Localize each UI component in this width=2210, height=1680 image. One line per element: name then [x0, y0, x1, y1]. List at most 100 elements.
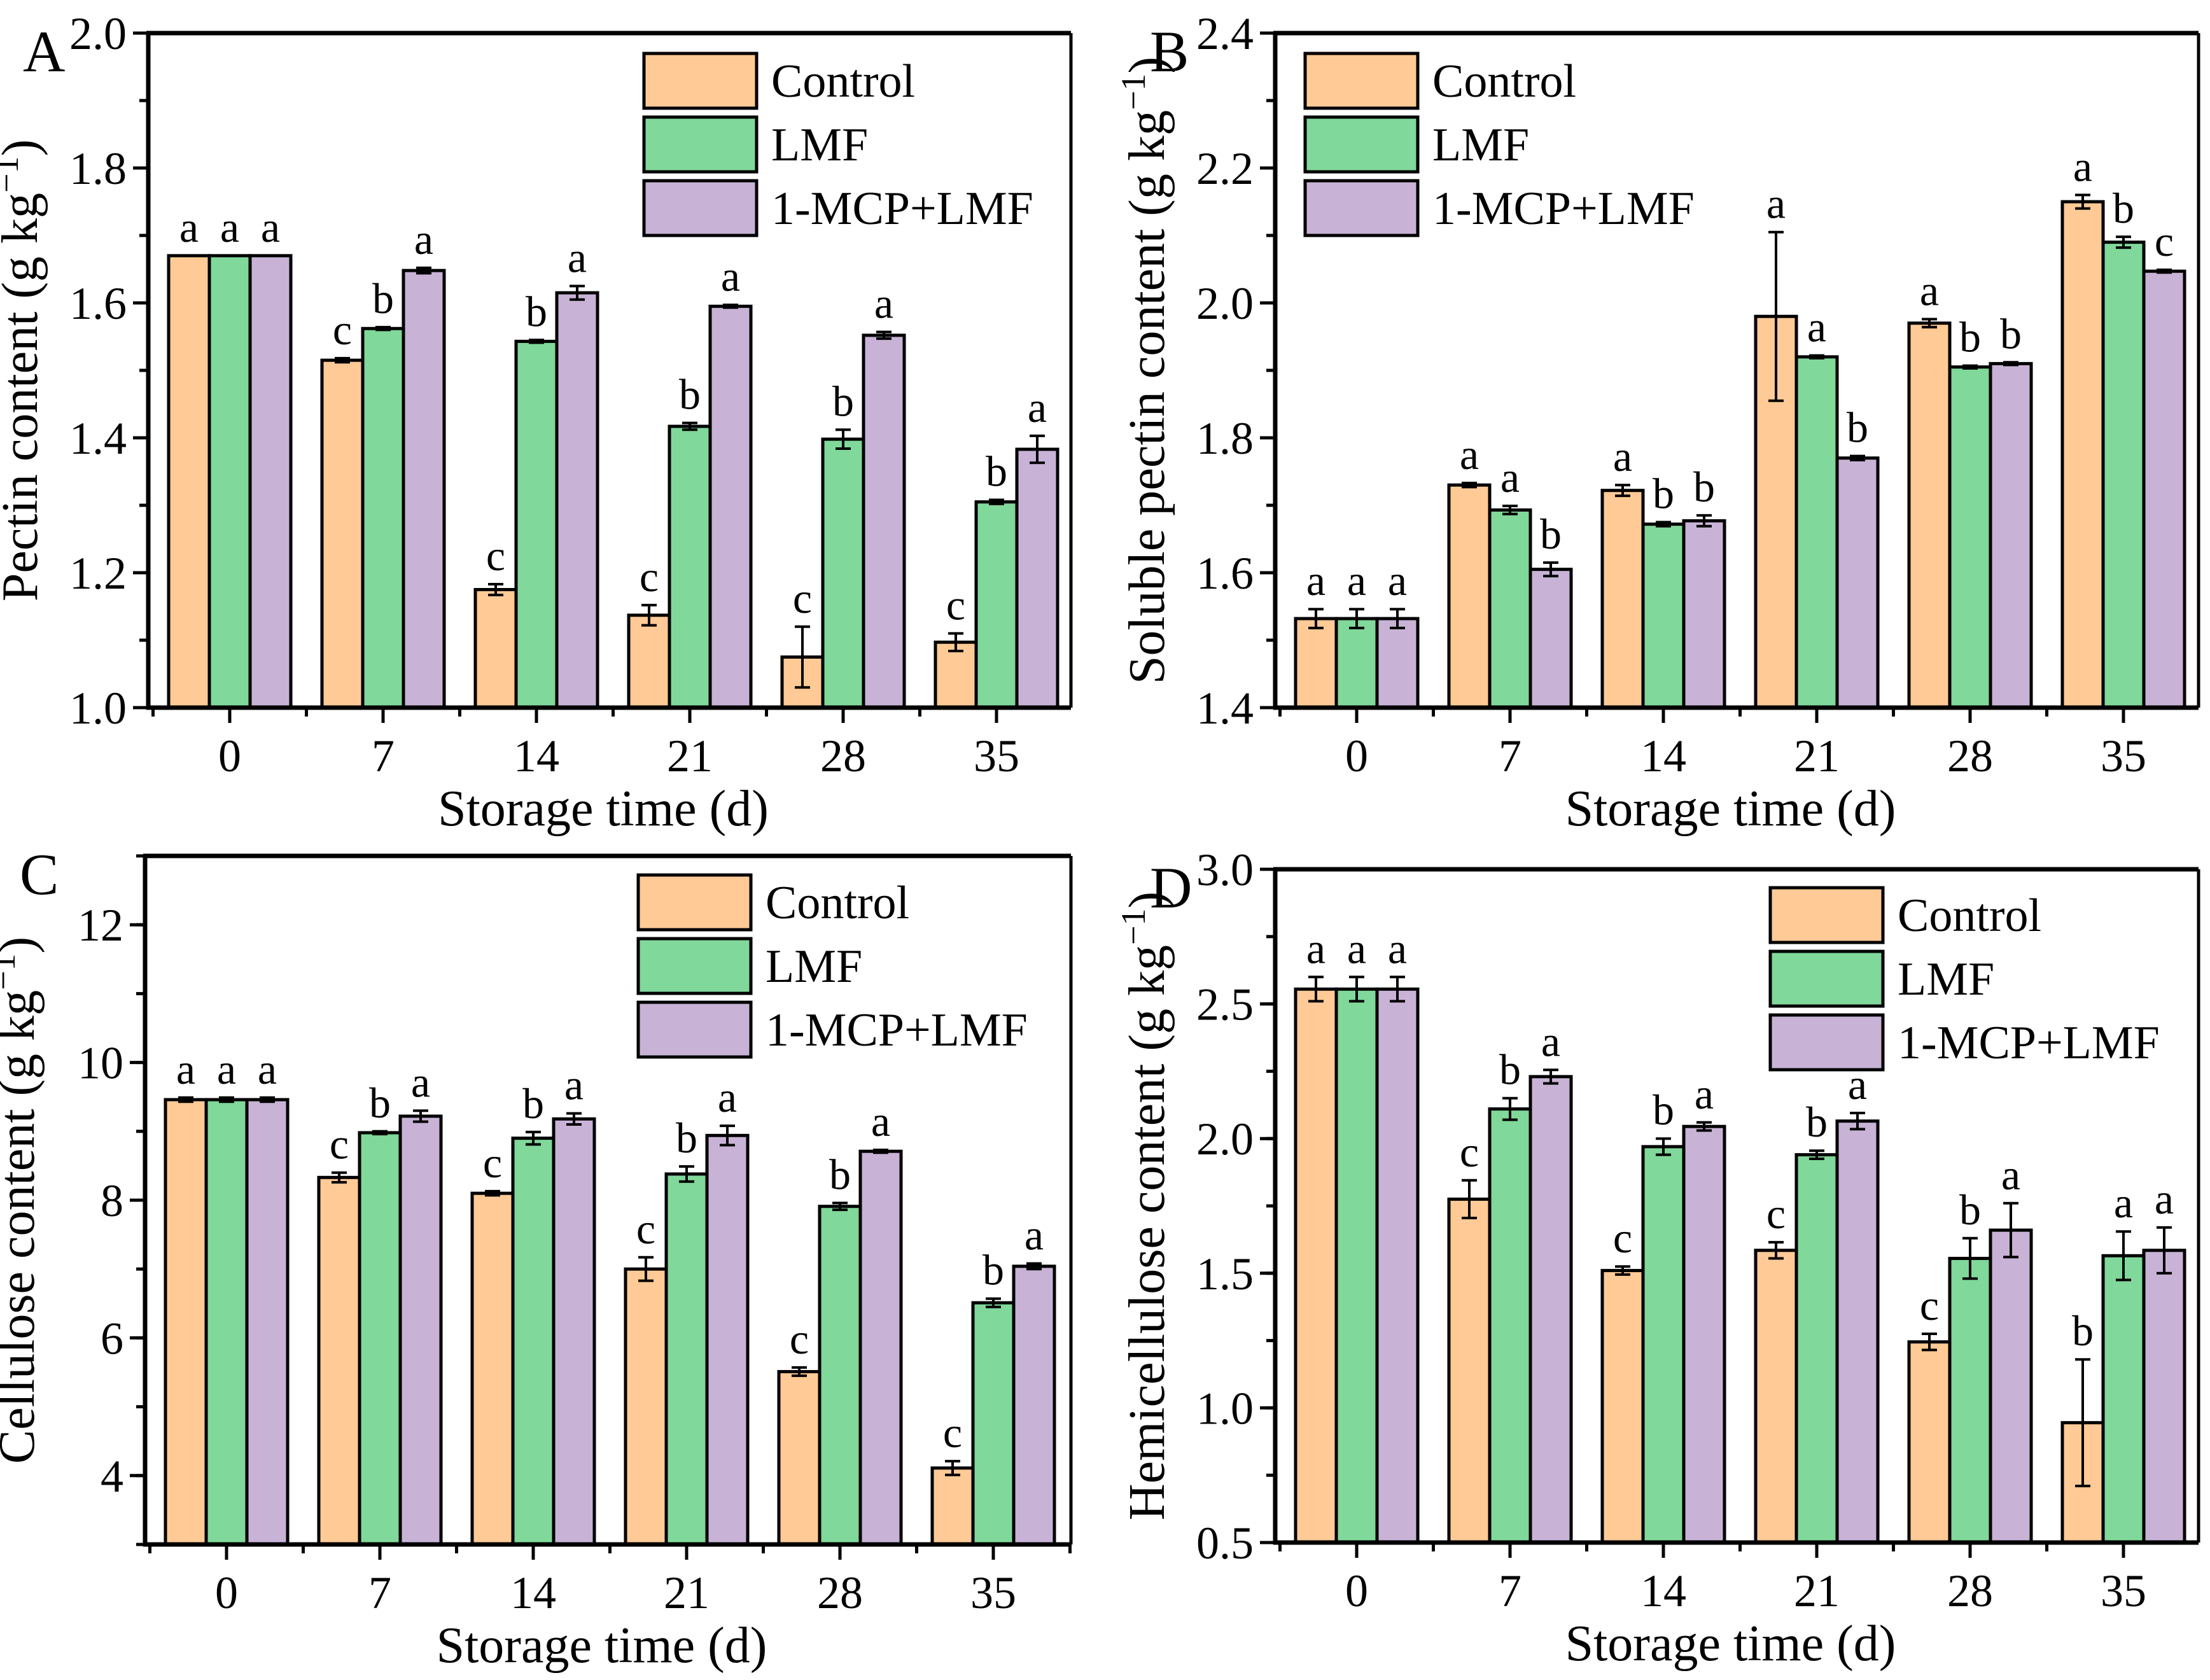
- bar: [664, 1172, 709, 1546]
- x-axis-title: Storage time (d): [437, 1618, 767, 1674]
- y-tick-label: 1.8: [69, 143, 127, 194]
- legend-swatch: [1768, 949, 1885, 1008]
- x-tick-label: 14: [1640, 1565, 1686, 1616]
- bar: [974, 500, 1019, 710]
- legend-label: LMF: [1432, 119, 1529, 171]
- bar: [1528, 1075, 1573, 1544]
- legend-label: Control: [1898, 890, 2041, 942]
- significance-letter: c: [486, 531, 505, 580]
- significance-letter: a: [1388, 556, 1407, 605]
- legend: Control LMF 1-MCP+LMF: [1768, 886, 2160, 1072]
- significance-letter: b: [1653, 470, 1674, 518]
- legend-label: LMF: [771, 119, 868, 171]
- significance-letter: b: [1540, 510, 1562, 558]
- significance-letter: c: [483, 1138, 502, 1187]
- panel-letter: C: [20, 842, 59, 907]
- significance-letter: a: [179, 203, 199, 251]
- significance-letter: b: [2000, 309, 2022, 358]
- bar: [164, 1098, 208, 1546]
- bar: [1641, 522, 1686, 710]
- significance-letter: c: [790, 1315, 809, 1363]
- legend: Control LMF 1-MCP+LMF: [642, 52, 1033, 237]
- y-tick-label: 1.6: [69, 278, 127, 329]
- bar: [317, 1175, 361, 1546]
- x-tick-label: 0: [215, 1567, 238, 1618]
- y-tick-label: 1.0: [1196, 1383, 1254, 1434]
- bar: [1835, 456, 1880, 710]
- significance-letter: b: [1806, 1098, 1828, 1146]
- bar: [1835, 1119, 1880, 1544]
- legend-label: LMF: [766, 941, 862, 993]
- significance-letter: a: [1920, 266, 1939, 314]
- y-tick-label: 3.0: [1196, 844, 1254, 895]
- legend-swatch: [642, 115, 759, 174]
- y-axis-title-close: ): [0, 139, 48, 157]
- bar: [1334, 617, 1379, 710]
- legend-swatch: [642, 179, 759, 237]
- bar: [858, 1149, 903, 1546]
- panel-letter: B: [1150, 19, 1189, 84]
- bar: [248, 254, 293, 710]
- significance-letter: b: [986, 447, 1007, 496]
- bar: [1600, 1269, 1645, 1544]
- legend-swatch: [1768, 886, 1885, 944]
- significance-letter: b: [2072, 1306, 2094, 1355]
- legend-label: Control: [766, 877, 909, 929]
- bar: [358, 1131, 402, 1546]
- significance-letter: a: [1025, 1211, 1044, 1259]
- x-tick-label: 0: [218, 731, 241, 781]
- significance-letter: c: [640, 552, 659, 601]
- bar: [821, 437, 865, 710]
- legend-swatch: [1303, 52, 1420, 110]
- bar: [1334, 987, 1379, 1544]
- y-tick-label: 12: [78, 900, 123, 951]
- bar: [1015, 447, 1060, 710]
- legend-label: 1-MCP+LMF: [1432, 183, 1695, 235]
- significance-letter: a: [1766, 179, 1786, 228]
- x-tick-label: 14: [1640, 731, 1686, 781]
- bar: [1294, 987, 1338, 1544]
- legend-swatch: [1303, 115, 1420, 174]
- significance-letter: a: [2073, 142, 2092, 190]
- bar: [627, 613, 671, 710]
- panel-letter: A: [23, 19, 65, 84]
- y-axis-title: Hemicellulose content (g kg−1): [1114, 892, 1175, 1520]
- legend-label: Control: [1432, 55, 1576, 108]
- significance-letter: a: [1695, 1070, 1714, 1118]
- bar: [1375, 987, 1420, 1544]
- significance-letter: a: [220, 203, 239, 251]
- bar: [971, 1301, 1016, 1546]
- y-tick-label: 1.5: [1196, 1249, 1254, 1299]
- y-tick-label: 2.2: [1196, 143, 1254, 194]
- x-axis-title: Storage time (d): [438, 781, 769, 837]
- bar: [930, 1466, 975, 1546]
- y-axis-title-exponent: −1: [1114, 908, 1152, 944]
- y-axis-title: Pectin content (g kg−1): [0, 139, 48, 601]
- bar: [708, 304, 753, 710]
- x-tick-label: 7: [1499, 1565, 1521, 1616]
- significance-letter: b: [372, 274, 394, 323]
- y-axis-title-close: ): [1119, 57, 1175, 74]
- bar: [167, 254, 211, 710]
- bar: [1488, 1107, 1532, 1544]
- x-axis-title: Storage time (d): [1565, 781, 1896, 837]
- significance-letter: a: [718, 1073, 737, 1121]
- legend-label: 1-MCP+LMF: [771, 183, 1033, 235]
- panel-letter: D: [1150, 855, 1192, 920]
- bar: [2142, 1249, 2186, 1544]
- bar: [514, 339, 559, 710]
- bar: [1794, 1153, 1839, 1544]
- significance-letter: a: [2001, 1151, 2020, 1199]
- x-tick-label: 35: [970, 1567, 1016, 1618]
- significance-letter: b: [1653, 1086, 1674, 1134]
- bar: [777, 1369, 822, 1546]
- bar: [1948, 1257, 1992, 1544]
- significance-letter: c: [2155, 217, 2174, 265]
- bar: [1447, 1197, 1492, 1544]
- y-axis-title-close: ): [0, 937, 45, 954]
- y-axis-title-close: ): [1119, 892, 1175, 909]
- y-tick-label: 1.4: [69, 413, 127, 464]
